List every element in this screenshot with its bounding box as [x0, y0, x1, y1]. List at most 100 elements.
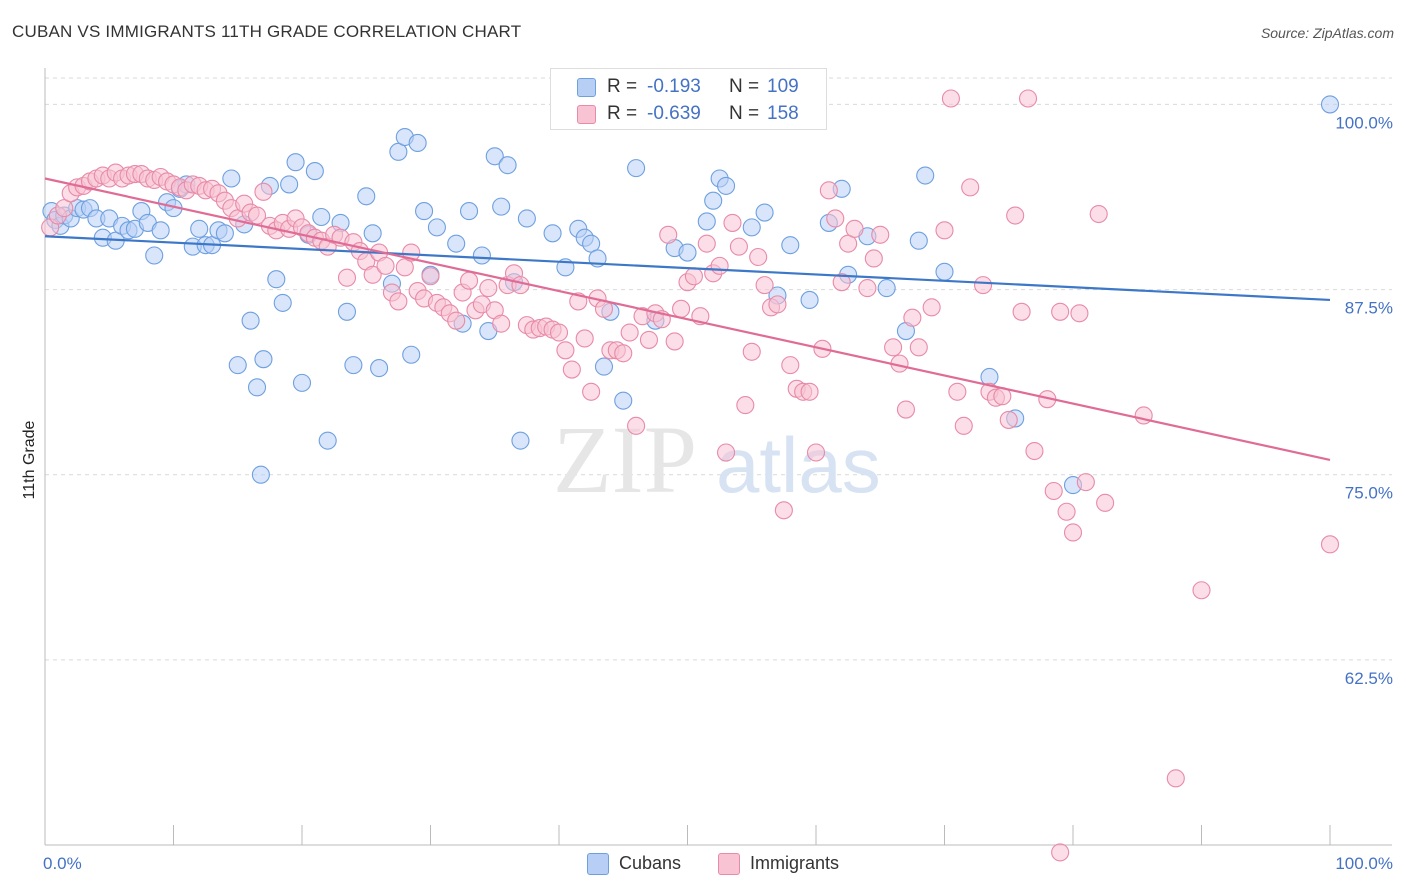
immigrants-swatch [577, 105, 596, 124]
immigrants-point [884, 338, 903, 357]
immigrants-legend-label: Immigrants [750, 853, 840, 873]
cubans-point [247, 378, 267, 397]
cubans-point [877, 279, 896, 298]
cubans-point [459, 202, 479, 221]
immigrants-point [254, 182, 273, 201]
immigrants-point [961, 178, 980, 197]
immigrants-point [954, 416, 973, 435]
y-tick-label: 87.5% [1345, 299, 1393, 318]
immigrants-point [1192, 581, 1211, 600]
immigrants-point [447, 311, 466, 330]
cubans-point [267, 270, 286, 289]
cubans-r-value: -0.193 [647, 76, 701, 97]
cubans-point [363, 224, 382, 243]
r-label: R = [607, 76, 638, 97]
immigrants-point [665, 332, 684, 351]
immigrants-point [582, 382, 601, 401]
immigrants-point [1006, 206, 1025, 225]
cubans-point [704, 191, 723, 210]
cubans-point [273, 293, 292, 312]
immigrants-point [1320, 535, 1340, 554]
cubans-point [408, 133, 427, 152]
cubans-point [254, 350, 273, 369]
immigrants-point [999, 410, 1018, 429]
immigrants-point [1096, 493, 1115, 512]
immigrants-legend-swatch [718, 853, 740, 875]
immigrants-point [774, 501, 793, 520]
cubans-point [498, 156, 517, 175]
immigrants-point [697, 234, 716, 253]
immigrants-point [479, 279, 498, 298]
cubans-point [755, 203, 774, 222]
cubans-point [594, 357, 614, 376]
immigrants-point [459, 271, 479, 290]
immigrants-point [1166, 769, 1185, 788]
cubans-point [697, 212, 716, 231]
immigrants-point [922, 298, 941, 317]
immigrants-point [935, 221, 954, 240]
immigrants-point [845, 219, 864, 238]
immigrants-point [736, 396, 755, 415]
immigrants-point [729, 237, 748, 256]
immigrants-point [742, 342, 761, 361]
grid-lines [45, 77, 1392, 661]
immigrants-point [1025, 441, 1044, 461]
immigrants-point [903, 308, 922, 327]
immigrants-point [614, 344, 633, 363]
cubans-point [742, 218, 761, 237]
cubans-point [781, 236, 800, 255]
cubans-point [543, 224, 562, 243]
immigrants-point [492, 314, 511, 333]
immigrants-point [710, 256, 729, 275]
immigrants-trend-line [44, 177, 1331, 461]
immigrants-point [973, 276, 993, 295]
immigrants-point [376, 256, 395, 275]
chart-title: CUBAN VS IMMIGRANTS 11TH GRADE CORRELATI… [12, 22, 522, 41]
cubans-point [511, 431, 530, 450]
cubans-point [678, 243, 697, 262]
watermark: ZIP atlas [553, 406, 881, 513]
cubans-point [215, 224, 234, 243]
immigrants-point [832, 273, 851, 292]
x-tick-label: 0.0% [43, 854, 82, 873]
watermark-zip: ZIP [553, 406, 697, 513]
immigrants-point [806, 443, 826, 462]
immigrants-point [659, 225, 678, 244]
immigrants-point [871, 225, 890, 244]
immigrants-point [363, 265, 382, 284]
immigrants-point [627, 416, 646, 435]
cubans-trend-line [44, 235, 1331, 302]
cubans-point [627, 159, 646, 178]
cubans-point [286, 153, 305, 172]
cubans-point [190, 219, 209, 238]
immigrants-point [716, 443, 736, 462]
immigrants-point [1044, 481, 1063, 501]
y-axis-label: 11th Grade [21, 420, 38, 499]
immigrants-point [511, 276, 530, 295]
cubans-point [614, 391, 633, 410]
immigrants-point [768, 295, 787, 314]
immigrants-point [819, 181, 838, 200]
immigrants-n-value: 158 [767, 103, 799, 124]
cubans-point [251, 465, 270, 484]
cubans-point [916, 166, 935, 185]
immigrants-point [749, 247, 768, 267]
immigrants-point [723, 213, 742, 232]
immigrants-point [1051, 302, 1070, 321]
cubans-point [517, 209, 536, 228]
cubans-point [485, 147, 504, 166]
cubans-point [447, 234, 466, 253]
watermark-atlas: atlas [716, 421, 881, 509]
trend-lines [44, 177, 1331, 461]
immigrants-point [781, 356, 800, 375]
immigrants-point [389, 292, 408, 311]
immigrants-point [639, 330, 659, 349]
cubans-point [415, 202, 434, 221]
immigrants-point [948, 382, 967, 401]
immigrants-point [1089, 204, 1108, 224]
correlation-legend: R = -0.193 N = 109 R = -0.639 N = 158 [550, 68, 827, 130]
y-tick-label: 100.0% [1335, 113, 1393, 132]
cubans-point [337, 302, 357, 321]
immigrants-point [684, 267, 703, 286]
n-label: N = [729, 76, 760, 97]
